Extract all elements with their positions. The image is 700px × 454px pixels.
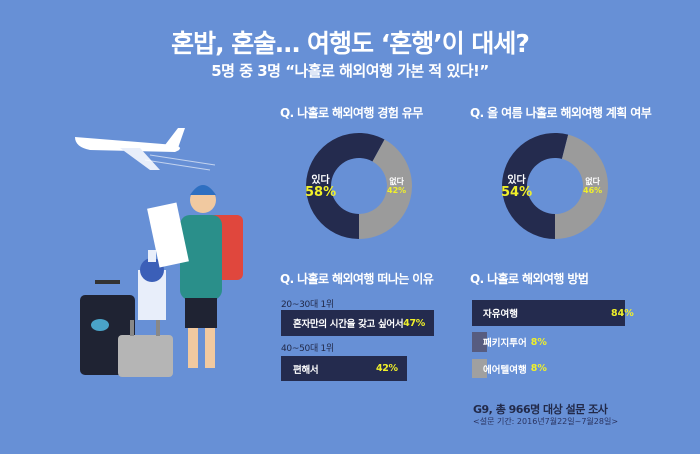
survey-source: G9, 총 966명 대상 설문 조사: [473, 403, 608, 416]
donut1-slice-no: [359, 139, 413, 239]
method-row: 자유여행 84%: [472, 300, 672, 326]
question-reason-title: Q. 나홀로 해외여행 떠나는 이유: [280, 272, 434, 286]
question-method-title: Q. 나홀로 해외여행 방법: [470, 272, 589, 286]
donut2-slice-no: [555, 134, 609, 239]
method-value: 84%: [611, 307, 634, 319]
reason-bar-4050: 편해서 42%: [281, 356, 407, 381]
question-experience-title: Q. 나홀로 해외여행 경험 유무: [280, 106, 423, 120]
method-category: 에어텔여행: [483, 364, 527, 376]
method-category: 자유여행: [483, 309, 518, 320]
reason-bar-2030: 혼자만의 시간을 갖고 싶어서 47%: [281, 310, 434, 336]
donut1-no-label: 없다 42%: [387, 177, 407, 195]
method-bar: [472, 359, 487, 378]
airplane-icon: [75, 128, 216, 171]
method-bar: [472, 332, 487, 352]
building-icon: [138, 250, 166, 320]
headline: 혼밥, 혼술… 여행도 ‘혼행’이 대세?: [171, 29, 530, 58]
donut1-yes-label: 있다 58%: [305, 175, 337, 200]
question-plan-title: Q. 올 여름 나홀로 해외여행 계획 여부: [470, 106, 652, 120]
method-label: 에어텔여행 8%: [483, 359, 547, 378]
traveler-illustration: [75, 128, 243, 377]
donut1-slice-yes: [306, 133, 385, 239]
donut2-yes-label: 있다 54%: [501, 175, 533, 200]
donut2-slice-yes: [502, 133, 569, 239]
donut2-no-label: 없다 46%: [583, 177, 603, 195]
method-label: 자유여행 84%: [483, 300, 634, 326]
subheadline: 5명 중 3명 “나홀로 해외여행 가본 적 있다!”: [211, 62, 489, 80]
person-icon: [147, 185, 243, 368]
method-row: 패키지투어 8%: [472, 332, 672, 352]
method-bars: 자유여행 84% 패키지투어 8% 에어텔여행 8%: [472, 300, 682, 380]
group-label-2030: 20~30대 1위: [281, 300, 334, 310]
method-row: 에어텔여행 8%: [472, 359, 672, 378]
survey-period: <설문 기간: 2016년7월22일~7월28일>: [473, 417, 619, 426]
method-category: 패키지투어: [483, 338, 527, 349]
method-value: 8%: [530, 363, 547, 374]
method-bar: [472, 300, 625, 326]
method-value: 8%: [530, 336, 547, 348]
suitcase-small-icon: [118, 320, 173, 377]
group-label-4050: 40~50대 1위: [281, 344, 334, 354]
method-label: 패키지투어 8%: [483, 332, 547, 352]
